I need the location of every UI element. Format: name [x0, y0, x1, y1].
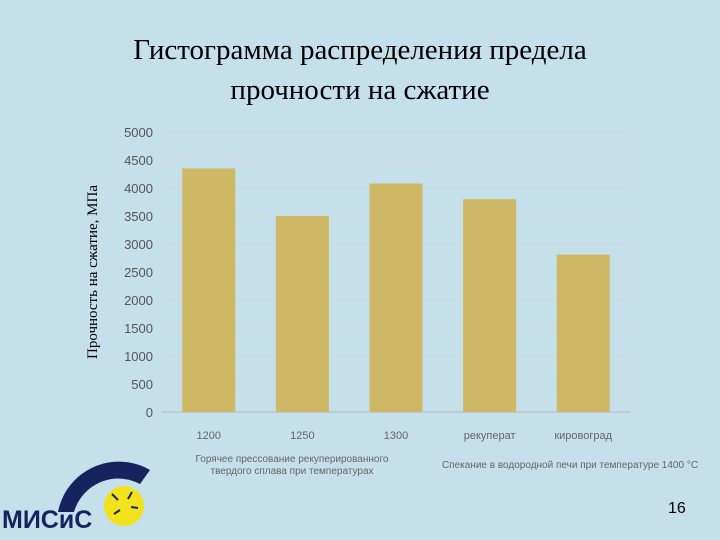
group-label: Горячее прессование рекуперированного — [196, 454, 389, 465]
y-tick-label: 3500 — [124, 209, 153, 224]
y-tick-label: 5000 — [124, 125, 153, 140]
y-tick-label: 2500 — [124, 265, 153, 280]
x-tick-label: 1250 — [290, 430, 314, 442]
logo-text: МИСиС — [2, 506, 93, 534]
page-number: 16 — [668, 500, 686, 517]
y-tick-label: 0 — [146, 405, 153, 420]
chart-title-line-2: прочности на сжатие — [230, 74, 490, 106]
bars — [182, 168, 610, 412]
group-labels: Горячее прессование рекуперированноготве… — [196, 454, 699, 477]
x-tick-label: 1200 — [197, 430, 221, 442]
y-tick-label: 4500 — [124, 153, 153, 168]
bar — [369, 183, 423, 412]
y-tick-label: 1500 — [124, 321, 153, 336]
group-label: Спекание в водородной печи при температу… — [442, 460, 698, 471]
x-tick-labels: 1200 1250 1300 рекуперат кировоград — [197, 430, 613, 442]
x-tick-label: кировоград — [554, 430, 612, 442]
y-tick-label: 4000 — [124, 181, 153, 196]
x-tick-label: 1300 — [384, 430, 408, 442]
y-tick-label: 2000 — [124, 293, 153, 308]
y-tick-label: 500 — [131, 377, 153, 392]
group-label: твердого сплава при температурах — [210, 466, 373, 477]
chart-title: Гистограмма распределения предела прочно… — [0, 30, 720, 110]
chart-title-line-1: Гистограмма распределения предела — [133, 34, 587, 66]
bar — [556, 254, 610, 412]
bar — [182, 168, 236, 412]
y-tick-labels: 0 500 1000 1500 2000 2500 3000 3500 4000 4500 5000 — [124, 125, 153, 420]
bar — [463, 199, 517, 412]
y-axis-label: Прочность на сжатие, МПа — [85, 185, 101, 359]
y-tick-label: 3000 — [124, 237, 153, 252]
x-tick-label: рекуперат — [464, 430, 516, 442]
y-tick-label: 1000 — [124, 349, 153, 364]
misis-logo-icon — [58, 461, 150, 526]
bar — [275, 216, 329, 412]
